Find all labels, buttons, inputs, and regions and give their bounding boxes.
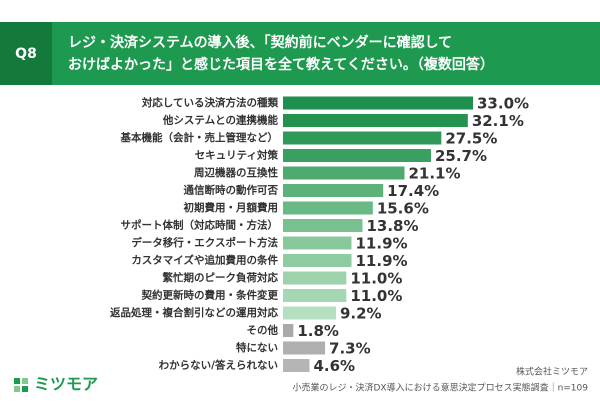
- title-line: おけばよかった」と感じた項目を全て教えてください。（複数回答）: [68, 56, 494, 73]
- bar: [283, 149, 431, 162]
- question-box: [0, 22, 52, 85]
- value-label: 13.8%: [366, 217, 418, 235]
- category-label: 通信断時の動作可否: [184, 184, 279, 197]
- category-label: 対応している決済方法の種類: [141, 96, 279, 109]
- value-label: 4.6%: [313, 357, 355, 375]
- value-label: 11.9%: [356, 235, 408, 253]
- bar: [283, 341, 326, 355]
- brand-name: ミツモア: [34, 375, 98, 394]
- bar: [283, 324, 294, 337]
- value-label: 9.2%: [340, 305, 382, 323]
- category-label: セキュリティ対策: [195, 149, 279, 162]
- category-label: 契約更新時の費用・条件変更: [141, 289, 279, 302]
- value-label: 32.1%: [472, 112, 524, 130]
- question-label: Q8: [15, 46, 37, 62]
- category-label: 返品処理・複合割引などの運用対応: [110, 306, 278, 319]
- title-line: レジ・決済システムの導入後、「契約前にベンダーに確認して: [68, 34, 452, 51]
- value-label: 11.0%: [350, 287, 402, 305]
- category-label: 繁忙期のピーク負荷対応: [162, 271, 279, 284]
- bar: [283, 131, 442, 145]
- category-label: 周辺機器の互換性: [194, 166, 278, 179]
- value-label: 33.0%: [477, 95, 529, 113]
- value-label: 15.6%: [377, 200, 429, 218]
- bar: [283, 96, 473, 110]
- category-label: 基本機能（会計・売上管理など）: [120, 131, 279, 144]
- company: 株式会社ミツモア: [516, 366, 588, 378]
- category-label: 特にない: [236, 341, 278, 354]
- value-label: 11.0%: [350, 270, 402, 288]
- bar: [283, 306, 336, 320]
- value-label: 25.7%: [435, 147, 487, 165]
- category-label: サポート体制（対応時間・方法）: [121, 219, 279, 232]
- bar: [283, 166, 405, 180]
- bar: [283, 114, 468, 127]
- bar: [283, 289, 347, 302]
- category-label: データ移行・エクスポート方法: [131, 236, 278, 249]
- bar: [283, 254, 352, 267]
- bar: [283, 236, 352, 250]
- category-label: 初期費用・月額費用: [184, 201, 279, 214]
- category-label: わからない/答えられない: [159, 359, 278, 372]
- value-label: 11.9%: [356, 252, 408, 270]
- value-label: 7.3%: [329, 340, 371, 358]
- value-label: 17.4%: [387, 182, 439, 200]
- source: 小売業のレジ・決済DX導入における意思決定プロセス実態調査｜n=109: [292, 382, 588, 394]
- bar: [283, 201, 373, 215]
- bar: [283, 219, 363, 232]
- value-label: 21.1%: [408, 165, 460, 183]
- category-label: 他システムとの連携機能: [162, 114, 279, 127]
- bar: [283, 271, 347, 285]
- category-label: その他: [247, 324, 279, 337]
- bar: [283, 184, 384, 197]
- logo-icon: [14, 378, 28, 392]
- value-label: 1.8%: [297, 322, 339, 340]
- header-band: [0, 22, 600, 85]
- category-label: カスタマイズや追加費用の条件: [131, 254, 278, 267]
- bar: [283, 359, 310, 372]
- value-label: 27.5%: [445, 130, 497, 148]
